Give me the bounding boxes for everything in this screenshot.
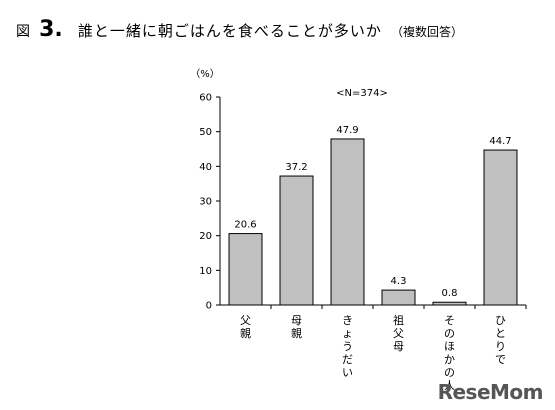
bar (330, 138, 365, 306)
y-tick-label: 60 (199, 93, 212, 104)
bar (279, 175, 314, 306)
watermark-logo: ReseMom (437, 380, 544, 404)
data-label: 44.7 (489, 136, 511, 147)
figure-label: 図 (16, 24, 30, 40)
bar (228, 233, 263, 306)
category-label: 父親 (240, 314, 251, 340)
y-tick-label: 0 (206, 301, 212, 312)
data-label: 47.9 (336, 125, 358, 136)
chart-subtitle: （複数回答） (390, 25, 463, 39)
category-label: 母親 (291, 314, 302, 340)
category-label: そのほかの人 (444, 314, 455, 392)
category-label: きょうだい (342, 314, 353, 379)
data-label: 20.6 (234, 220, 256, 231)
data-label: 37.2 (285, 162, 307, 173)
figure-number: 3. (39, 17, 63, 42)
y-tick-label: 30 (199, 197, 212, 208)
bar (432, 301, 467, 306)
category-label: ひとりで (495, 314, 506, 366)
y-tick-label: 40 (199, 162, 212, 173)
sample-size-annotation: <N=374> (336, 88, 388, 99)
y-tick-label: 10 (199, 266, 212, 277)
data-label: 4.3 (391, 276, 407, 287)
bar (381, 289, 416, 306)
figure-title: 図 3. 誰と一緒に朝ごはんを食べることが多いか （複数回答） (16, 17, 463, 42)
y-tick-label: 50 (199, 127, 212, 138)
category-label: 祖父母 (393, 313, 404, 353)
y-axis-unit: （%） (190, 68, 220, 80)
chart-title: 誰と一緒に朝ごはんを食べることが多いか (77, 22, 382, 40)
y-tick-label: 20 (199, 231, 212, 242)
bar (483, 149, 518, 306)
data-label: 0.8 (442, 288, 458, 299)
